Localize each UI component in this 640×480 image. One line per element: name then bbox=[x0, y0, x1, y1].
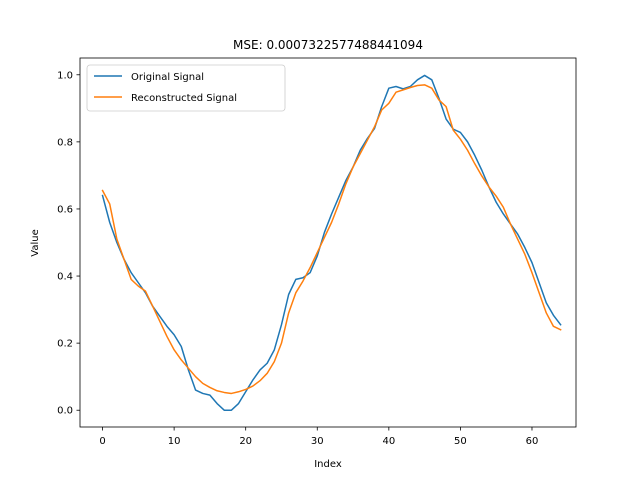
axes-frame bbox=[79, 57, 577, 428]
y-tick-label: 0.2 bbox=[57, 339, 73, 350]
x-tick-label: 0 bbox=[99, 436, 105, 447]
legend-label-original: Original Signal bbox=[131, 72, 204, 83]
chart-title: MSE: 0.0007322577488441094 bbox=[233, 38, 423, 52]
legend-label-reconstructed: Reconstructed Signal bbox=[131, 93, 237, 104]
y-tick-label: 0.4 bbox=[57, 272, 73, 283]
x-tick-label: 40 bbox=[382, 436, 395, 447]
y-tick-label: 0.0 bbox=[57, 406, 73, 417]
y-axis-label: Value bbox=[30, 229, 41, 256]
legend-box bbox=[86, 64, 286, 112]
y-tick-label: 0.6 bbox=[57, 204, 73, 215]
x-tick-label: 50 bbox=[454, 436, 467, 447]
x-tick-label: 10 bbox=[168, 436, 181, 447]
x-tick-label: 30 bbox=[311, 436, 324, 447]
y-tick-label: 1.0 bbox=[57, 70, 73, 81]
series-layer bbox=[101, 74, 562, 411]
y-tick-label: 0.8 bbox=[57, 137, 73, 148]
x-tick-label: 60 bbox=[526, 436, 539, 447]
y-axis: 0.0 0.2 0.4 0.6 0.8 1.0 bbox=[57, 70, 80, 417]
x-tick-label: 20 bbox=[239, 436, 252, 447]
plot-area bbox=[80, 58, 576, 427]
legend: Original Signal Reconstructed Signal bbox=[86, 64, 286, 112]
x-axis: 0 10 20 30 40 50 60 bbox=[99, 427, 538, 447]
series-line-reconstructed bbox=[101, 84, 562, 395]
x-axis-label: Index bbox=[314, 459, 342, 470]
series-line-original bbox=[101, 74, 562, 411]
